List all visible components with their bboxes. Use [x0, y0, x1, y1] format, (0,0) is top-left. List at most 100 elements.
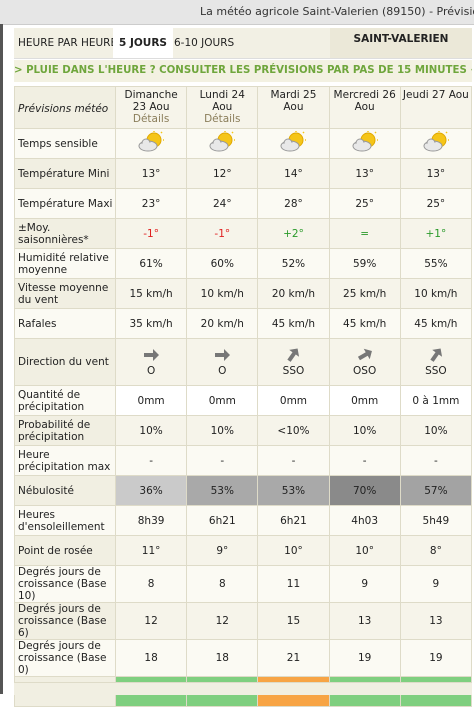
row: Degrés jours de croissance (Base 10) 8 8 11…	[14, 565, 473, 603]
tab-selected[interactable]: 5 JOURS	[113, 28, 173, 58]
cell: 8	[114, 565, 188, 603]
row: Vitesse moyenne du vent 15 km/h 10 km/h 20 …	[14, 278, 473, 309]
cell: 15 km/h	[114, 278, 188, 309]
wind-direction: SSO	[425, 364, 447, 377]
cell: 24°	[186, 188, 259, 219]
day: Jeudi 27 Aou	[402, 89, 469, 101]
row: Heures d'ensoleillement 8h39 6h21 6h21 4h03 5…	[14, 505, 473, 536]
cell: 10°	[257, 535, 330, 566]
location: SAINT-VALERIEN	[330, 28, 472, 58]
wind-arrow	[430, 347, 442, 362]
wind-direction: SSO	[282, 364, 305, 377]
cell: 23°	[114, 188, 188, 219]
day-header: Dimanche 23 Aou Détails	[114, 86, 188, 129]
row: Température Mini 13° 12° 14° 13° 13°	[14, 158, 473, 189]
weather-icon	[352, 131, 378, 152]
cell: -	[114, 445, 188, 476]
row: Quantité de précipitation 0mm 0mm 0mm 0mm 0 à…	[14, 385, 473, 416]
banner-link[interactable]: > PLUIE DANS L'HEURE ? CONSULTER LES PRÉ…	[14, 60, 472, 82]
cell: 13°	[328, 158, 401, 189]
day-header: Mardi 25 Aou	[257, 86, 330, 129]
table-continuation	[14, 682, 472, 695]
day-header: Jeudi 27 Aou	[399, 86, 473, 129]
cell: 11	[257, 565, 330, 603]
cell: 13°	[114, 158, 188, 189]
cell: O	[114, 338, 188, 386]
wind-direction: O	[218, 364, 227, 377]
cell: 10°	[328, 535, 401, 566]
row-label: Rafales	[14, 308, 116, 339]
cell: 45 km/h	[399, 308, 473, 339]
row-label: Point de rosée	[14, 535, 116, 566]
cell: O	[186, 338, 259, 386]
cell: 9	[399, 565, 473, 603]
row: Point de rosée 11° 9° 10° 10° 8°	[14, 535, 473, 566]
row: Direction du vent O O SSO OSO SSO	[14, 338, 473, 386]
window-title-bar: La météo agricole Saint-Valerien (89150)…	[0, 0, 474, 25]
tab[interactable]: HEURE PAR HEURE	[18, 37, 118, 49]
wind-arrow	[287, 347, 300, 362]
row: Nébulosité 36% 53% 53% 70% 57%	[14, 475, 473, 506]
cell: 19	[328, 639, 401, 677]
cell: 20 km/h	[257, 278, 330, 309]
cell: 21	[257, 639, 330, 677]
row-label: Degrés jours de croissance (Base 6)	[14, 602, 116, 640]
weather-icon	[209, 131, 236, 152]
details-link[interactable]: Détails	[132, 113, 170, 125]
cell: 8	[186, 565, 259, 603]
cell	[257, 128, 330, 159]
day: Mardi 25 Aou	[270, 89, 317, 113]
row-label: Humidité relative moyenne	[14, 248, 116, 279]
cell	[399, 128, 473, 159]
day: Dimanche 23 Aou	[124, 89, 178, 113]
cell: SSO	[257, 338, 330, 386]
cell: 10%	[328, 415, 401, 446]
row-label: Degrés jours de croissance (Base 10)	[14, 565, 116, 603]
cell: 0 à 1mm	[399, 385, 473, 416]
cell: 28°	[257, 188, 330, 219]
row: Rafales 35 km/h 20 km/h 45 km/h 45 km/h 45 km…	[14, 308, 473, 339]
cell: 18	[114, 639, 188, 677]
cell: 8h39	[114, 505, 188, 536]
cell: -1°	[186, 218, 259, 249]
cell: +2°	[257, 218, 330, 249]
row-label: Nébulosité	[14, 475, 116, 506]
cell: <10%	[257, 415, 330, 446]
window-title: La météo agricole Saint-Valerien (89150)…	[200, 5, 474, 18]
row: Degrés jours de croissance (Base 0) 18 18 2…	[14, 639, 473, 677]
weather-icon	[138, 131, 165, 152]
day-header: Lundi 24 Aou Détails	[186, 86, 259, 129]
cell: 57%	[399, 475, 473, 506]
cell: 10%	[399, 415, 473, 446]
cell: OSO	[328, 338, 401, 386]
cell: 60%	[186, 248, 259, 279]
cell: 52%	[257, 248, 330, 279]
cell: 70%	[328, 475, 401, 506]
weather-icon	[423, 131, 449, 152]
tab[interactable]: 6-10 JOURS	[174, 37, 235, 49]
cell: -	[399, 445, 473, 476]
cell: 19	[399, 639, 473, 677]
cell: =	[328, 218, 401, 249]
row-label: Vitesse moyenne du vent	[14, 278, 116, 309]
cell: 10%	[186, 415, 259, 446]
cell: 15	[257, 602, 330, 640]
cell: 4h03	[328, 505, 401, 536]
cell: 12	[114, 602, 188, 640]
row-label: Heures d'ensoleillement	[14, 505, 116, 536]
cell: 13°	[399, 158, 473, 189]
cell: 12	[186, 602, 259, 640]
corner-label: Prévisions météo	[14, 86, 116, 129]
cell: 45 km/h	[328, 308, 401, 339]
row-label: Température Mini	[14, 158, 116, 189]
cell: 61%	[114, 248, 188, 279]
cell: 11°	[114, 535, 188, 566]
details-link[interactable]: Détails	[204, 113, 241, 125]
cell: 20 km/h	[186, 308, 259, 339]
cell	[186, 128, 259, 159]
row-label: Direction du vent	[14, 338, 116, 386]
cell: 59%	[328, 248, 401, 279]
cell: 9°	[186, 535, 259, 566]
cell: 36%	[114, 475, 188, 506]
cell: 5h49	[399, 505, 473, 536]
